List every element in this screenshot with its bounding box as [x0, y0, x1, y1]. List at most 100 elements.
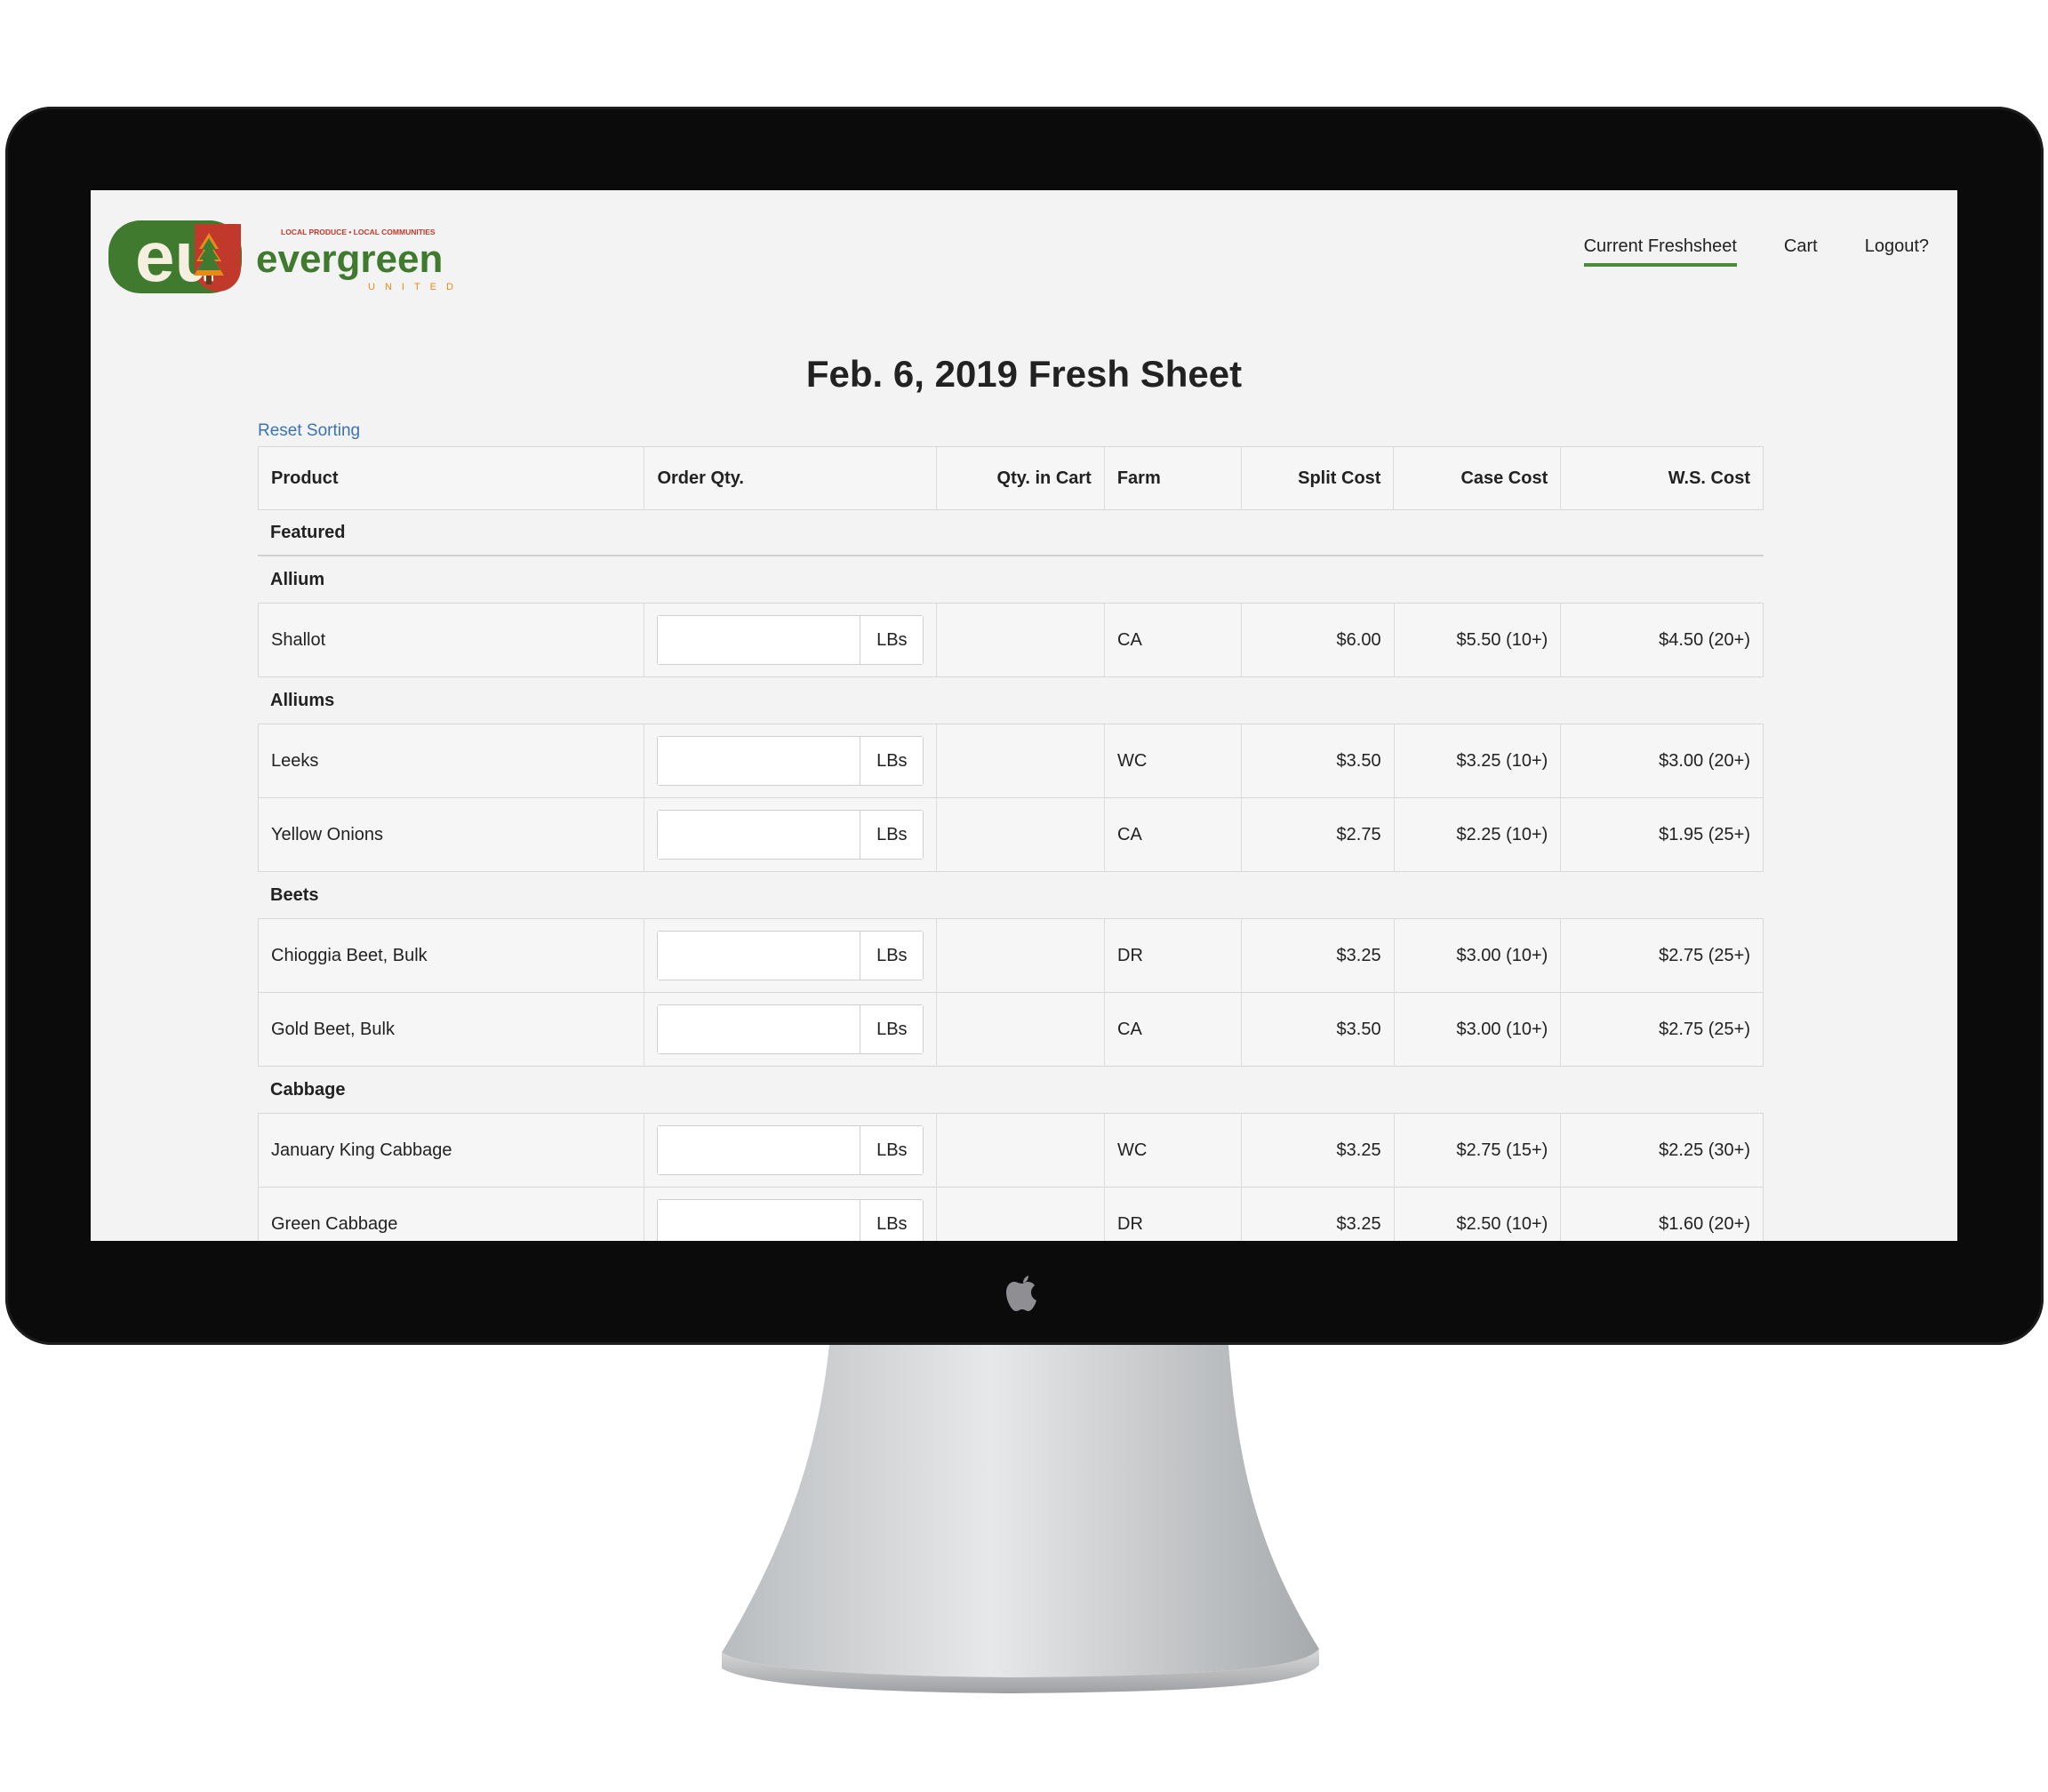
order-qty-group: LBs: [657, 1004, 924, 1054]
category-heading: Cabbage: [270, 1079, 346, 1100]
ws-cost: $1.95 (25+): [1560, 798, 1763, 871]
ws-cost: $1.60 (20+): [1560, 1188, 1763, 1241]
unit-label: LBs: [860, 1200, 924, 1241]
order-qty-cell: LBs: [644, 993, 936, 1066]
product-name: Yellow Onions: [271, 824, 384, 844]
qty-in-cart: [936, 919, 1104, 992]
order-qty-input[interactable]: [658, 1200, 860, 1241]
farm-code: DR: [1104, 919, 1241, 992]
order-qty-cell: LBs: [644, 1114, 936, 1187]
farm-code: CA: [1104, 798, 1241, 871]
split-cost: $3.50: [1240, 724, 1394, 797]
order-qty-input[interactable]: [658, 616, 860, 664]
nav-current-freshsheet[interactable]: Current Freshsheet: [1583, 236, 1737, 267]
qty-in-cart: [936, 798, 1104, 871]
col-case-cost[interactable]: Case Cost: [1393, 447, 1560, 509]
nav-logout[interactable]: Logout?: [1864, 236, 1929, 256]
farm-code: DR: [1104, 1188, 1241, 1241]
tree-icon: [194, 233, 224, 284]
order-qty-input[interactable]: [658, 1126, 860, 1174]
table-header: Product Order Qty. Qty. in Cart Farm Spl…: [258, 446, 1764, 510]
farm-code: WC: [1104, 724, 1241, 797]
category-heading: Allium: [270, 569, 325, 589]
col-split-cost[interactable]: Split Cost: [1240, 447, 1394, 509]
order-qty-group: LBs: [657, 615, 924, 665]
reset-sorting-link[interactable]: Reset Sorting: [258, 421, 361, 440]
ws-cost: $4.50 (20+): [1560, 604, 1763, 676]
qty-in-cart: [936, 1188, 1104, 1241]
logo-sub: UNITED: [368, 282, 463, 292]
order-qty-group: LBs: [657, 1125, 924, 1175]
ws-cost: $2.25 (30+): [1560, 1114, 1763, 1187]
case-cost: $2.25 (10+): [1393, 798, 1561, 871]
qty-in-cart: [936, 1114, 1104, 1187]
table-row: Leeks LBs WC $3.50 $3.25 (10+) $3.00 (20…: [258, 724, 1764, 798]
col-ws-cost[interactable]: W.S. Cost: [1560, 447, 1763, 509]
order-qty-input[interactable]: [658, 811, 860, 859]
split-cost: $6.00: [1240, 604, 1394, 676]
product-name: Leeks: [271, 750, 319, 771]
table-row: Green Cabbage LBs DR $3.25 $2.50 (10+) $…: [258, 1188, 1764, 1241]
col-farm[interactable]: Farm: [1103, 447, 1241, 509]
ws-cost: $2.75 (25+): [1560, 993, 1763, 1066]
order-qty-group: LBs: [657, 1199, 924, 1241]
table-row: Shallot LBs CA $6.00 $5.50 (10+) $4.50 (…: [258, 603, 1764, 677]
product-name: Chioggia Beet, Bulk: [271, 945, 428, 965]
case-cost: $2.75 (15+): [1393, 1114, 1561, 1187]
order-qty-input[interactable]: [658, 737, 860, 785]
col-order-qty[interactable]: Order Qty.: [644, 447, 936, 509]
qty-in-cart: [936, 993, 1104, 1066]
top-nav: Current Freshsheet Cart Logout?: [1583, 236, 1929, 267]
table-row: Yellow Onions LBs CA $2.75 $2.25 (10+) $…: [258, 798, 1764, 872]
product-name: January King Cabbage: [271, 1140, 452, 1160]
split-cost: $3.25: [1240, 1114, 1394, 1187]
order-qty-cell: LBs: [644, 604, 936, 676]
unit-label: LBs: [860, 616, 924, 664]
case-cost: $3.25 (10+): [1393, 724, 1561, 797]
farm-code: CA: [1104, 604, 1241, 676]
case-cost: $3.00 (10+): [1393, 993, 1561, 1066]
farm-code: WC: [1104, 1114, 1241, 1187]
split-cost: $2.75: [1240, 798, 1394, 871]
product-name: Green Cabbage: [271, 1213, 398, 1234]
split-cost: $3.50: [1240, 993, 1394, 1066]
page-title: Feb. 6, 2019 Fresh Sheet: [805, 353, 1243, 395]
table-row: Chioggia Beet, Bulk LBs DR $3.25 $3.00 (…: [258, 918, 1764, 993]
monitor-stand: [722, 1345, 1319, 1693]
product-name: Gold Beet, Bulk: [271, 1019, 395, 1039]
order-qty-input[interactable]: [658, 932, 860, 980]
table-row: Gold Beet, Bulk LBs CA $3.50 $3.00 (10+)…: [258, 993, 1764, 1067]
farm-code: CA: [1104, 993, 1241, 1066]
order-qty-input[interactable]: [658, 1005, 860, 1053]
case-cost: $5.50 (10+): [1393, 604, 1561, 676]
col-qty-in-cart[interactable]: Qty. in Cart: [936, 447, 1104, 509]
order-qty-cell: LBs: [644, 724, 936, 797]
unit-label: LBs: [860, 811, 924, 859]
order-qty-group: LBs: [657, 931, 924, 980]
order-qty-group: LBs: [657, 810, 924, 860]
category-heading: Beets: [270, 884, 319, 905]
order-qty-cell: LBs: [644, 919, 936, 992]
order-qty-cell: LBs: [644, 1188, 936, 1241]
logo-tagline: LOCAL PRODUCE • LOCAL COMMUNITIES: [281, 228, 436, 236]
table-row: January King Cabbage LBs WC $3.25 $2.75 …: [258, 1113, 1764, 1188]
unit-label: LBs: [860, 1126, 924, 1174]
freshsheet-table: Product Order Qty. Qty. in Cart Farm Spl…: [258, 446, 1764, 1241]
ws-cost: $3.00 (20+): [1560, 724, 1763, 797]
split-cost: $3.25: [1240, 919, 1394, 992]
order-qty-cell: LBs: [644, 798, 936, 871]
evergreen-united-logo[interactable]: eu LOCAL PRODUCE • LOCAL COMMUNITIES eve…: [105, 215, 478, 297]
qty-in-cart: [936, 604, 1104, 676]
unit-label: LBs: [860, 1005, 924, 1053]
category-heading: Alliums: [270, 690, 335, 710]
order-qty-group: LBs: [657, 736, 924, 786]
unit-label: LBs: [860, 737, 924, 785]
product-name: Shallot: [271, 629, 326, 650]
unit-label: LBs: [860, 932, 924, 980]
split-cost: $3.25: [1240, 1188, 1394, 1241]
col-product[interactable]: Product: [271, 468, 339, 488]
nav-cart[interactable]: Cart: [1783, 236, 1818, 256]
browser-screen: eu LOCAL PRODUCE • LOCAL COMMUNITIES eve…: [91, 190, 1957, 1241]
apple-icon: [1006, 1276, 1036, 1311]
logo-wordmark: evergreen: [256, 237, 443, 281]
